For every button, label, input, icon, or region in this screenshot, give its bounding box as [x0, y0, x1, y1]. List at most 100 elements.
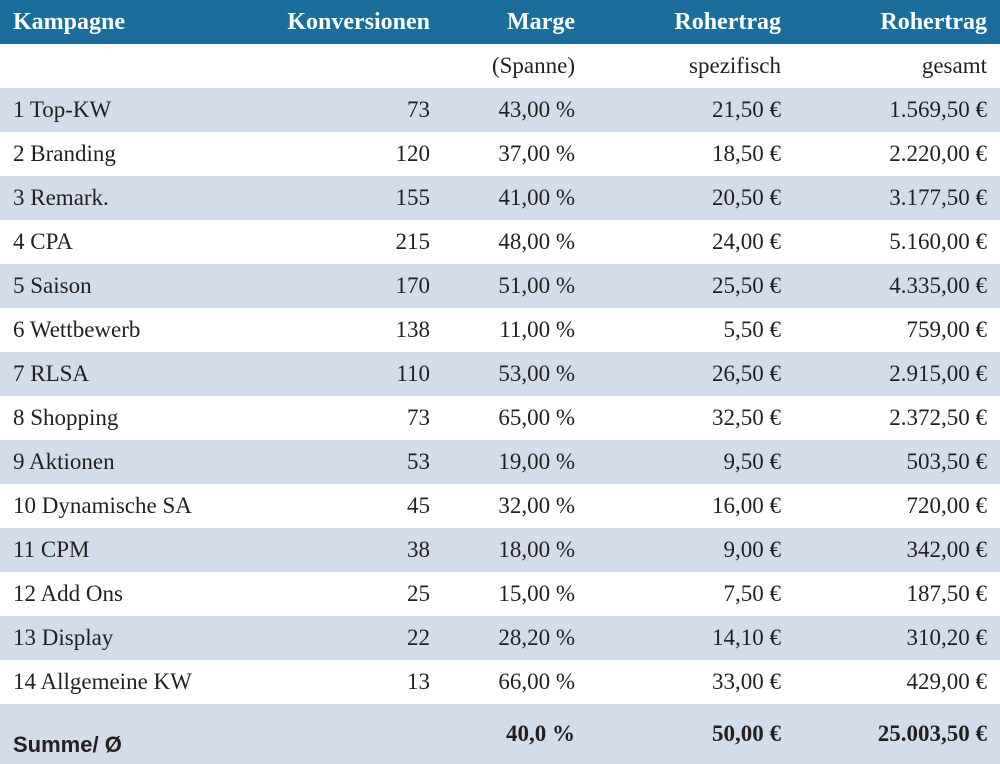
cell-kampagne: 5 Saison	[0, 264, 240, 308]
cell-rohertrag-spezifisch: 33,00 €	[584, 660, 794, 704]
cell-marge: 28,20 %	[438, 616, 584, 660]
cell-konversionen: 25	[240, 572, 438, 616]
cell-rohertrag-gesamt: 310,20 €	[794, 616, 1000, 660]
header-rohertrag-spezifisch: Rohertrag	[584, 0, 794, 44]
header-rohertrag-gesamt: Rohertrag	[794, 0, 1000, 44]
cell-rohertrag-gesamt: 4.335,00 €	[794, 264, 1000, 308]
cell-rohertrag-gesamt: 429,00 €	[794, 660, 1000, 704]
cell-rohertrag-spezifisch: 14,10 €	[584, 616, 794, 660]
cell-konversionen: 53	[240, 440, 438, 484]
cell-kampagne: 3 Remark.	[0, 176, 240, 220]
cell-konversionen: 138	[240, 308, 438, 352]
cell-kampagne: 2 Branding	[0, 132, 240, 176]
cell-rohertrag-spezifisch: 24,00 €	[584, 220, 794, 264]
subheader-empty	[0, 44, 240, 88]
cell-rohertrag-gesamt: 2.372,50 €	[794, 396, 1000, 440]
header-kampagne: Kampagne	[0, 0, 240, 44]
cell-marge: 43,00 %	[438, 88, 584, 132]
cell-rohertrag-gesamt: 1.569,50 €	[794, 88, 1000, 132]
table-row: 13 Display 22 28,20 % 14,10 €310,20 €	[0, 616, 1000, 660]
cell-rohertrag-gesamt: 720,00 €	[794, 484, 1000, 528]
cell-kampagne: 4 CPA	[0, 220, 240, 264]
cell-marge: 18,00 %	[438, 528, 584, 572]
table-row: 8 Shopping 73 65,00 % 32,50 €2.372,50 €	[0, 396, 1000, 440]
table-row: 11 CPM 38 18,00 % 9,00 €342,00 €	[0, 528, 1000, 572]
cell-kampagne: 10 Dynamische SA	[0, 484, 240, 528]
cell-rohertrag-gesamt: 5.160,00 €	[794, 220, 1000, 264]
cell-konversionen: 45	[240, 484, 438, 528]
cell-rohertrag-spezifisch: 21,50 €	[584, 88, 794, 132]
table-row: 12 Add Ons 25 15,00 % 7,50 €187,50 €	[0, 572, 1000, 616]
cell-marge: 11,00 %	[438, 308, 584, 352]
cell-rohertrag-spezifisch: 5,50 €	[584, 308, 794, 352]
cell-marge: 37,00 %	[438, 132, 584, 176]
subheader-marge: (Spanne)	[491, 53, 575, 78]
header-row: Kampagne Konversionen Marge Rohertrag Ro…	[0, 0, 1000, 44]
cell-rohertrag-spezifisch: 16,00 €	[584, 484, 794, 528]
cell-rohertrag-spezifisch: 32,50 €	[584, 396, 794, 440]
table-row: 1 Top-KW 73 43,00 % 21,50 €1.569,50 €	[0, 88, 1000, 132]
cell-konversionen: 155	[240, 176, 438, 220]
cell-rohertrag-spezifisch: 20,50 €	[584, 176, 794, 220]
cell-konversionen: 73	[240, 396, 438, 440]
cell-rohertrag-gesamt: 187,50 €	[794, 572, 1000, 616]
cell-rohertrag-spezifisch: 25,50 €	[584, 264, 794, 308]
cell-kampagne: 6 Wettbewerb	[0, 308, 240, 352]
subheader-spezifisch: spezifisch	[689, 53, 781, 78]
summary-spezifisch: 50,00 €	[584, 704, 794, 764]
summary-row: Summe/ Ø 40,0 % 50,00 € 25.003,50 €	[0, 704, 1000, 764]
summary-gesamt: 25.003,50 €	[794, 704, 1000, 764]
table-row: 9 Aktionen 53 19,00 % 9,50 €503,50 €	[0, 440, 1000, 484]
cell-marge: 41,00 %	[438, 176, 584, 220]
summary-label: Summe/ Ø	[0, 704, 240, 764]
cell-rohertrag-gesamt: 503,50 €	[794, 440, 1000, 484]
cell-rohertrag-gesamt: 2.915,00 €	[794, 352, 1000, 396]
subheader-empty	[240, 44, 438, 88]
cell-rohertrag-gesamt: 342,00 €	[794, 528, 1000, 572]
cell-rohertrag-gesamt: 2.220,00 €	[794, 132, 1000, 176]
header-marge: Marge	[438, 0, 584, 44]
cell-marge: 66,00 %	[438, 660, 584, 704]
table-row: 14 Allgemeine KW 13 66,00 % 33,00 €429,00 €	[0, 660, 1000, 704]
cell-konversionen: 73	[240, 88, 438, 132]
table-row: 10 Dynamische SA 45 32,00 % 16,00 €720,00 €	[0, 484, 1000, 528]
cell-rohertrag-spezifisch: 26,50 €	[584, 352, 794, 396]
subheader-row: (Spanne) spezifisch gesamt	[0, 44, 1000, 88]
cell-rohertrag-spezifisch: 9,00 €	[584, 528, 794, 572]
table-row: 2 Branding 120 37,00 % 18,50 €2.220,00 €	[0, 132, 1000, 176]
cell-marge: 19,00 %	[438, 440, 584, 484]
table-row: 6 Wettbewerb 138 11,00 % 5,50 €759,00 €	[0, 308, 1000, 352]
cell-konversionen: 38	[240, 528, 438, 572]
cell-kampagne: 12 Add Ons	[0, 572, 240, 616]
cell-rohertrag-spezifisch: 9,50 €	[584, 440, 794, 484]
cell-marge: 15,00 %	[438, 572, 584, 616]
cell-kampagne: 7 RLSA	[0, 352, 240, 396]
summary-konversionen	[240, 704, 438, 764]
subheader-gesamt: gesamt	[921, 53, 987, 78]
cell-kampagne: 13 Display	[0, 616, 240, 660]
cell-konversionen: 170	[240, 264, 438, 308]
summary-marge: 40,0 %	[438, 704, 584, 764]
table-row: 5 Saison 170 51,00 % 25,50 €4.335,00 €	[0, 264, 1000, 308]
cell-marge: 32,00 %	[438, 484, 584, 528]
table-row: 4 CPA 215 48,00 % 24,00 €5.160,00 €	[0, 220, 1000, 264]
cell-kampagne: 1 Top-KW	[0, 88, 240, 132]
cell-konversionen: 215	[240, 220, 438, 264]
cell-rohertrag-spezifisch: 18,50 €	[584, 132, 794, 176]
cell-konversionen: 110	[240, 352, 438, 396]
cell-marge: 65,00 %	[438, 396, 584, 440]
cell-marge: 48,00 %	[438, 220, 584, 264]
cell-marge: 51,00 %	[438, 264, 584, 308]
table-row: 3 Remark. 155 41,00 % 20,50 €3.177,50 €	[0, 176, 1000, 220]
table-row: 7 RLSA 110 53,00 % 26,50 €2.915,00 €	[0, 352, 1000, 396]
cell-kampagne: 14 Allgemeine KW	[0, 660, 240, 704]
cell-konversionen: 22	[240, 616, 438, 660]
cell-rohertrag-gesamt: 759,00 €	[794, 308, 1000, 352]
cell-konversionen: 13	[240, 660, 438, 704]
cell-kampagne: 9 Aktionen	[0, 440, 240, 484]
cell-rohertrag-gesamt: 3.177,50 €	[794, 176, 1000, 220]
header-konversionen: Konversionen	[240, 0, 438, 44]
cell-kampagne: 11 CPM	[0, 528, 240, 572]
cell-rohertrag-spezifisch: 7,50 €	[584, 572, 794, 616]
